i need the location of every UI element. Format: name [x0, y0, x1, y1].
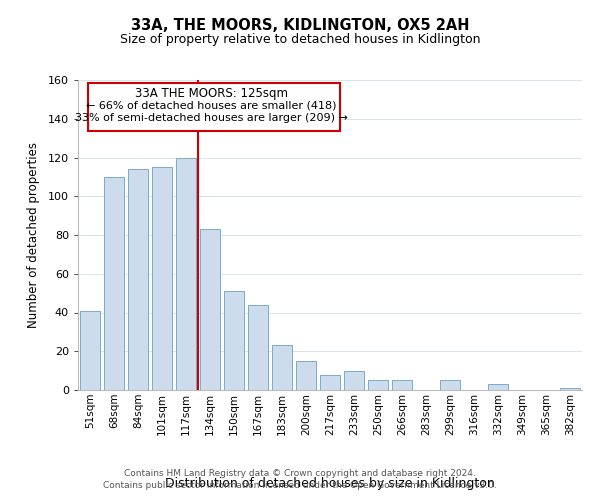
- Text: ← 66% of detached houses are smaller (418): ← 66% of detached houses are smaller (41…: [86, 100, 337, 110]
- Bar: [440, 380, 460, 390]
- X-axis label: Distribution of detached houses by size in Kidlington: Distribution of detached houses by size …: [165, 476, 495, 490]
- Bar: [488, 384, 508, 390]
- Text: Size of property relative to detached houses in Kidlington: Size of property relative to detached ho…: [120, 32, 480, 46]
- Text: 33A THE MOORS: 125sqm: 33A THE MOORS: 125sqm: [135, 87, 288, 100]
- Bar: [248, 304, 268, 390]
- Bar: [560, 388, 580, 390]
- Bar: [104, 177, 124, 390]
- Bar: [344, 370, 364, 390]
- Text: 33A, THE MOORS, KIDLINGTON, OX5 2AH: 33A, THE MOORS, KIDLINGTON, OX5 2AH: [131, 18, 469, 32]
- Bar: [128, 169, 148, 390]
- Bar: [320, 374, 340, 390]
- Bar: [392, 380, 412, 390]
- Bar: [296, 361, 316, 390]
- FancyBboxPatch shape: [88, 83, 340, 131]
- Bar: [368, 380, 388, 390]
- Bar: [80, 310, 100, 390]
- Y-axis label: Number of detached properties: Number of detached properties: [26, 142, 40, 328]
- Bar: [272, 346, 292, 390]
- Text: Contains public sector information licensed under the Open Government Licence v3: Contains public sector information licen…: [103, 481, 497, 490]
- Bar: [224, 291, 244, 390]
- Text: Contains HM Land Registry data © Crown copyright and database right 2024.: Contains HM Land Registry data © Crown c…: [124, 468, 476, 477]
- Bar: [176, 158, 196, 390]
- Text: 33% of semi-detached houses are larger (209) →: 33% of semi-detached houses are larger (…: [75, 114, 348, 124]
- Bar: [152, 167, 172, 390]
- Bar: [200, 229, 220, 390]
